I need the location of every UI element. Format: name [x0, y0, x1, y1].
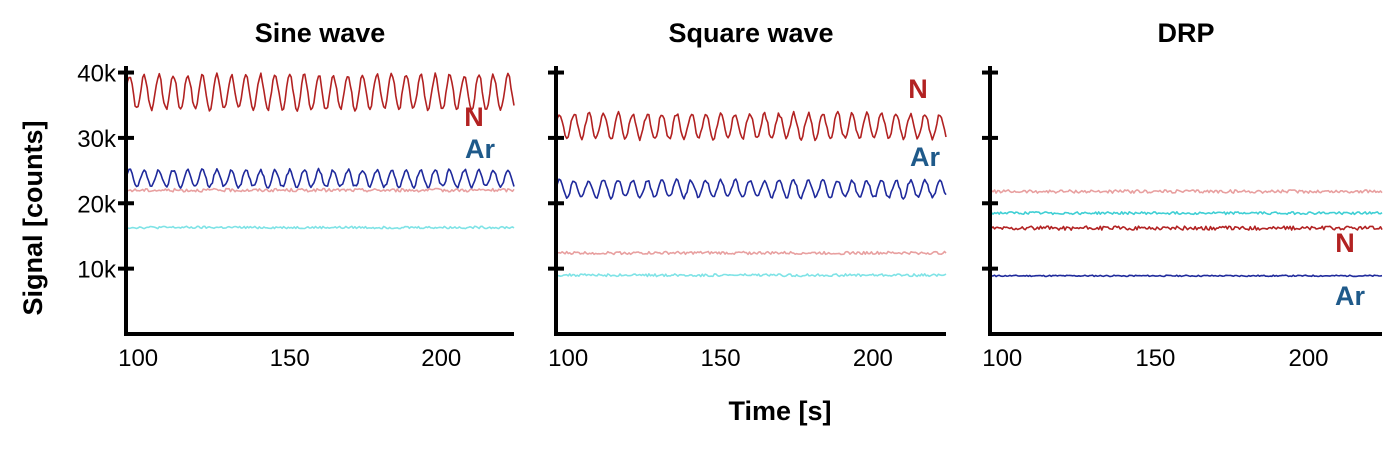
series-annotation-ar: Ar — [465, 134, 495, 164]
y-tick-label: 30k — [77, 126, 117, 153]
x-tick-label: 200 — [421, 345, 461, 372]
series-line-unlabeled-2 — [125, 187, 515, 193]
x-tick-label: 200 — [1288, 345, 1328, 372]
series-annotation-n: N — [1335, 228, 1355, 258]
series-line-unlabeled-0 — [989, 189, 1383, 194]
series-annotation-n: N — [464, 102, 484, 132]
x-axis-label: Time [s] — [728, 396, 831, 426]
x-tick-label: 100 — [118, 345, 158, 372]
series-line-ar — [555, 178, 947, 200]
y-axis-label: Signal [counts] — [18, 121, 48, 316]
x-tick-label: 100 — [548, 345, 588, 372]
y-tick-label: 10k — [77, 257, 117, 284]
series-line-unlabeled-2 — [555, 250, 947, 256]
panel-drp: DRP 100 150 200 N Ar — [982, 18, 1383, 372]
series-line-n — [555, 110, 947, 142]
panel-square-wave: Square wave 100 150 200 N Ar — [548, 18, 947, 372]
panel-title: DRP — [1157, 18, 1214, 48]
x-tick-label: 150 — [1135, 345, 1175, 372]
series-annotation-ar: Ar — [1335, 281, 1365, 311]
series-annotation-ar: Ar — [910, 142, 940, 172]
series-line-unlabeled-1 — [989, 211, 1383, 216]
y-tick-label: 40k — [77, 61, 117, 88]
series-line-n — [989, 225, 1383, 231]
x-tick-label: 150 — [270, 345, 310, 372]
series-line-n — [125, 72, 515, 112]
x-tick-label: 150 — [701, 345, 741, 372]
x-tick-label: 200 — [853, 345, 893, 372]
series-annotation-n: N — [908, 74, 928, 104]
x-tick-label: 100 — [982, 345, 1022, 372]
series-line-ar — [989, 274, 1383, 278]
y-tick-label: 20k — [77, 191, 117, 218]
series-line-unlabeled-3 — [125, 225, 515, 230]
panel-sine-wave: Sine wave 10k 20k 30k 40k 100 150 200 NAr — [77, 18, 515, 372]
panel-title: Sine wave — [255, 18, 386, 48]
series-line-unlabeled-3 — [555, 273, 947, 278]
panel-title: Square wave — [668, 18, 833, 48]
series-line-ar — [125, 167, 515, 190]
